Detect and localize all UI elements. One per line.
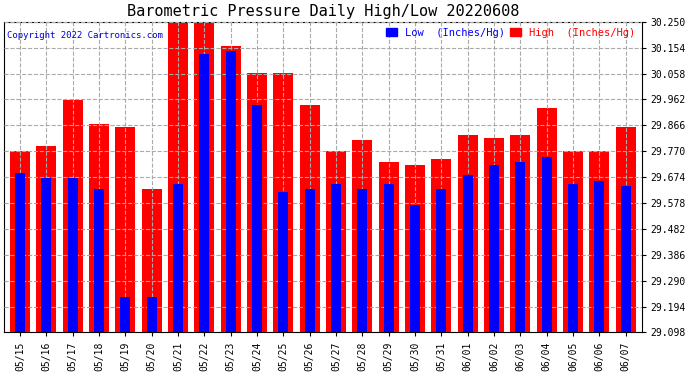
Bar [89, 124, 109, 332]
Bar [615, 127, 635, 332]
Bar [431, 159, 451, 332]
Bar [305, 189, 315, 332]
Bar [37, 146, 57, 332]
Bar [405, 165, 425, 332]
Bar [542, 157, 552, 332]
Bar [141, 189, 161, 332]
Bar [252, 105, 262, 332]
Bar [457, 135, 477, 332]
Bar [436, 189, 446, 332]
Bar [10, 151, 30, 332]
Bar [331, 183, 341, 332]
Bar [199, 54, 209, 332]
Legend: Low  (Inches/Hg), High  (Inches/Hg): Low (Inches/Hg), High (Inches/Hg) [382, 24, 640, 42]
Text: Copyright 2022 Cartronics.com: Copyright 2022 Cartronics.com [8, 31, 164, 40]
Bar [63, 100, 83, 332]
Bar [173, 183, 183, 332]
Bar [273, 73, 293, 332]
Bar [168, 22, 188, 332]
Bar [489, 165, 499, 332]
Bar [115, 127, 135, 332]
Bar [357, 189, 367, 332]
Bar [221, 46, 241, 332]
Bar [511, 135, 531, 332]
Bar [563, 151, 583, 332]
Bar [410, 205, 420, 332]
Bar [384, 183, 394, 332]
Bar [41, 178, 51, 332]
Bar [589, 151, 609, 332]
Bar [515, 162, 525, 332]
Bar [621, 186, 631, 332]
Bar [15, 173, 25, 332]
Bar [195, 22, 215, 332]
Bar [537, 108, 557, 332]
Bar [568, 183, 578, 332]
Bar [326, 151, 346, 332]
Bar [94, 189, 104, 332]
Bar [379, 162, 399, 332]
Bar [353, 140, 373, 332]
Bar [299, 105, 319, 332]
Title: Barometric Pressure Daily High/Low 20220608: Barometric Pressure Daily High/Low 20220… [127, 4, 519, 19]
Bar [463, 176, 473, 332]
Bar [247, 73, 267, 332]
Bar [68, 178, 78, 332]
Bar [594, 181, 604, 332]
Bar [226, 51, 236, 332]
Bar [484, 138, 504, 332]
Bar [120, 297, 130, 332]
Bar [278, 192, 288, 332]
Bar [147, 297, 157, 332]
